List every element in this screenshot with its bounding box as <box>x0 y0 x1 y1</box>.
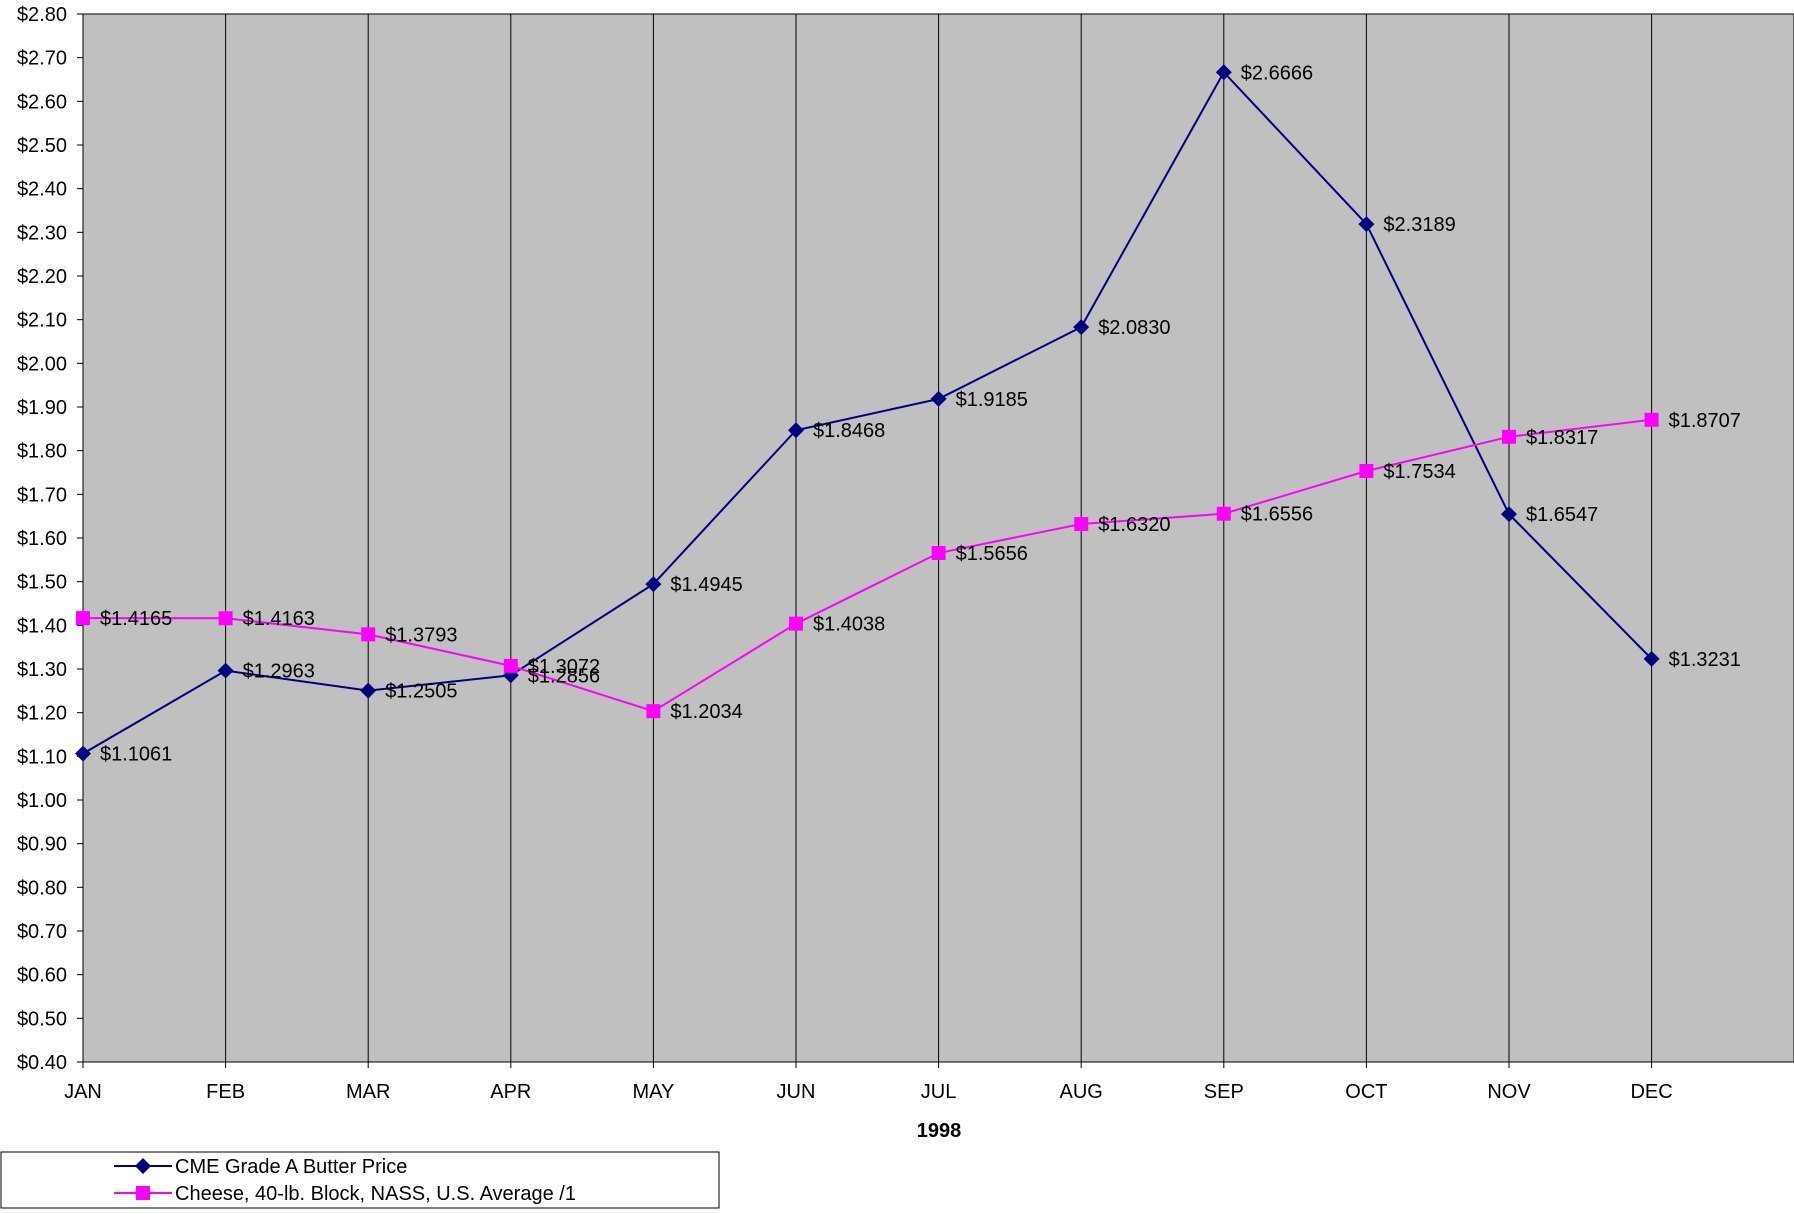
data-label-butter: $1.8468 <box>813 420 885 442</box>
y-tick-label: $1.40 <box>17 615 67 637</box>
data-label-cheese: $1.6320 <box>1098 514 1170 536</box>
legend-box <box>0 1151 720 1209</box>
data-point-cheese <box>218 611 233 626</box>
data-point-butter <box>788 422 804 439</box>
x-tick-label: JUN <box>777 1081 816 1103</box>
x-tick-label: JUL <box>921 1081 957 1103</box>
data-label-butter: $1.3231 <box>1669 649 1741 671</box>
series-line-butter <box>82 70 1653 755</box>
y-tick-label: $0.90 <box>17 834 67 856</box>
y-tick-label: $1.00 <box>17 790 67 812</box>
data-point-cheese <box>1216 506 1231 521</box>
data-point-cheese <box>1074 517 1089 532</box>
data-point-butter <box>1501 506 1517 523</box>
data-point-cheese <box>76 611 90 626</box>
x-tick-label: NOV <box>1487 1081 1531 1103</box>
data-label-cheese: $1.8707 <box>1669 410 1741 432</box>
data-label-butter: $2.0830 <box>1098 317 1170 339</box>
y-tick-label: $2.40 <box>17 179 67 201</box>
data-label-butter: $1.4945 <box>670 574 742 596</box>
y-tick-label: $2.60 <box>17 91 67 113</box>
data-point-cheese <box>789 616 803 631</box>
y-tick-label: $0.60 <box>17 965 67 987</box>
y-tick-label: $1.50 <box>17 572 67 594</box>
data-label-butter: $1.2963 <box>243 661 315 683</box>
data-point-butter <box>217 662 234 679</box>
x-tick-label: DEC <box>1630 1081 1672 1103</box>
x-tick-label: MAY <box>632 1081 674 1103</box>
data-point-butter <box>930 390 947 407</box>
data-label-cheese: $1.4165 <box>100 608 172 630</box>
data-label-butter: $1.2505 <box>385 681 457 703</box>
data-point-cheese <box>1359 464 1374 479</box>
y-tick-label: $2.00 <box>17 353 67 375</box>
data-label-cheese: $1.2034 <box>670 701 742 723</box>
legend-label-butter: CME Grade A Butter Price <box>175 1156 407 1178</box>
y-tick-label: $1.30 <box>17 659 67 681</box>
x-tick-label: JAN <box>64 1081 102 1103</box>
y-tick-label: $1.20 <box>17 703 67 725</box>
data-label-butter: $1.9185 <box>956 389 1028 411</box>
data-point-cheese <box>931 546 946 561</box>
series-line-cheese <box>82 418 1652 713</box>
data-label-cheese: $1.5656 <box>956 543 1028 565</box>
data-label-cheese: $1.8317 <box>1526 427 1598 449</box>
data-point-cheese <box>503 658 518 673</box>
y-tick-label: $1.60 <box>17 528 67 550</box>
y-tick-label: $1.70 <box>17 484 67 506</box>
legend-swatch-cheese-square-icon <box>136 1186 150 1200</box>
x-tick-label: OCT <box>1345 1081 1387 1103</box>
y-tick-label: $0.80 <box>17 877 67 899</box>
data-point-cheese <box>646 704 661 719</box>
y-tick-label: $0.40 <box>17 1052 67 1074</box>
x-tick-label: MAR <box>346 1081 390 1103</box>
y-tick-label: $2.20 <box>17 266 67 288</box>
data-point-butter <box>75 745 91 762</box>
x-axis-title: 1998 <box>917 1120 962 1142</box>
data-point-cheese <box>1644 412 1659 427</box>
data-label-butter: $1.1061 <box>100 744 172 766</box>
x-tick-label: FEB <box>206 1081 245 1103</box>
data-label-cheese: $1.4163 <box>243 608 315 630</box>
data-label-cheese: $1.7534 <box>1383 461 1455 483</box>
data-point-butter <box>645 576 662 593</box>
data-label-cheese: $1.3072 <box>528 656 600 678</box>
data-label-cheese: $1.4038 <box>813 614 885 636</box>
y-tick-label: $2.50 <box>17 135 67 157</box>
data-point-cheese <box>361 627 376 642</box>
legend-label-cheese: Cheese, 40-lb. Block, NASS, U.S. Average… <box>175 1183 576 1205</box>
data-point-butter <box>1073 319 1090 336</box>
data-label-butter: $2.3189 <box>1383 214 1455 236</box>
data-point-butter <box>1215 64 1232 81</box>
y-tick-label: $2.70 <box>17 48 67 70</box>
x-tick-label: SEP <box>1204 1081 1244 1103</box>
x-tick-label: APR <box>490 1081 531 1103</box>
data-point-butter <box>360 682 377 699</box>
y-tick-label: $1.80 <box>17 441 67 463</box>
legend-item-butter: CME Grade A Butter Price <box>114 1156 407 1178</box>
data-label-cheese: $1.3793 <box>385 624 457 646</box>
legend-swatch-butter-diamond-icon <box>135 1158 151 1174</box>
y-tick-label: $0.50 <box>17 1008 67 1030</box>
y-tick-label: $1.10 <box>17 746 67 768</box>
data-point-cheese <box>1502 429 1516 444</box>
x-tick-label: AUG <box>1060 1081 1103 1103</box>
data-label-butter: $1.2856 <box>528 665 600 687</box>
data-label-butter: $1.6547 <box>1526 504 1598 526</box>
legend-item-cheese: Cheese, 40-lb. Block, NASS, U.S. Average… <box>114 1183 576 1205</box>
y-tick-label: $1.90 <box>17 397 67 419</box>
data-point-butter <box>1643 650 1660 667</box>
legend: CME Grade A Butter Price Cheese, 40-lb. … <box>0 1151 720 1209</box>
y-tick-label: $2.80 <box>17 4 67 26</box>
y-tick-label: $0.70 <box>17 921 67 943</box>
y-tick-label: $2.10 <box>17 310 67 332</box>
y-tick-label: $2.30 <box>17 222 67 244</box>
data-label-butter: $2.6666 <box>1241 62 1313 84</box>
data-point-butter <box>1358 216 1375 233</box>
data-label-cheese: $1.6556 <box>1241 504 1313 526</box>
